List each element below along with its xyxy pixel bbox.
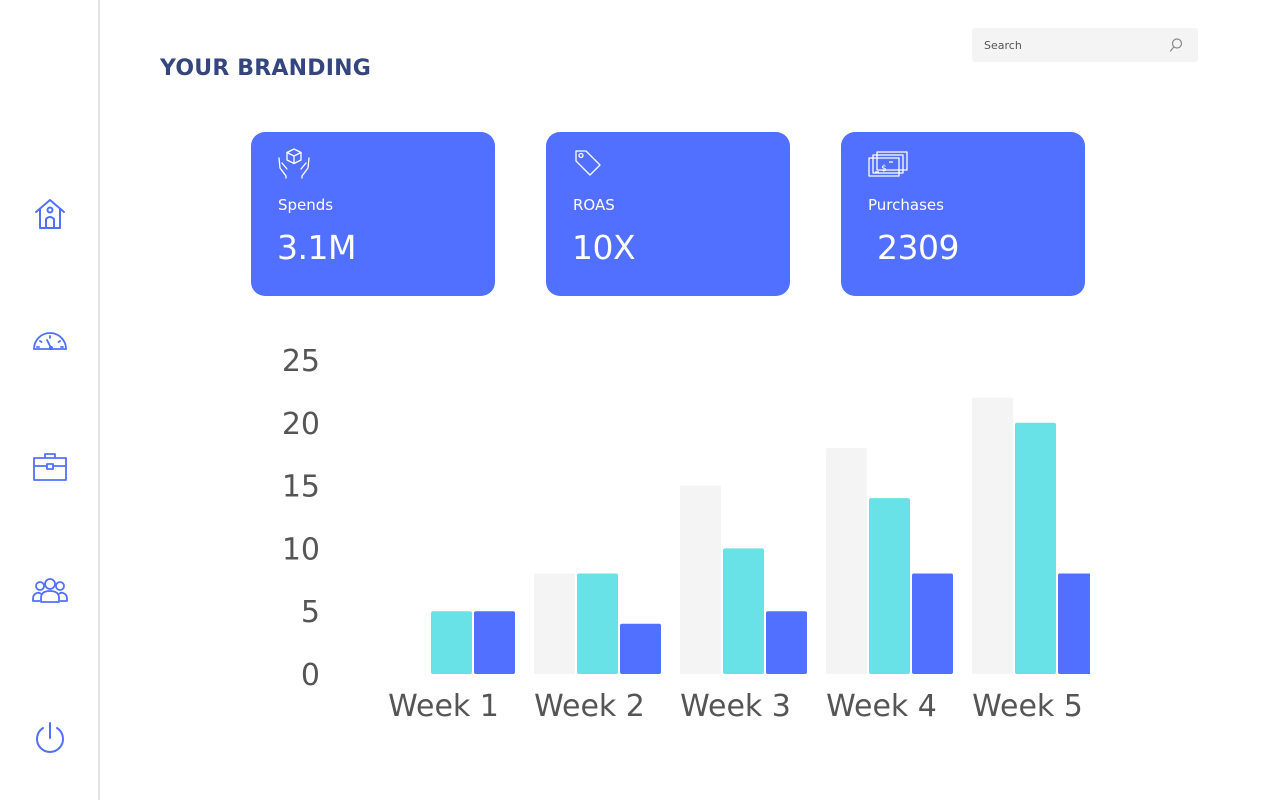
y-tick-label: 20 xyxy=(282,407,320,442)
sidebar xyxy=(0,0,100,800)
y-tick-label: 5 xyxy=(301,595,320,630)
y-tick-label: 10 xyxy=(282,532,320,567)
roas-value: 10X xyxy=(572,228,636,267)
home-icon xyxy=(35,199,65,229)
bar xyxy=(723,548,764,674)
page-title: YOUR BRANDING xyxy=(160,56,371,81)
sidebar-item-users[interactable] xyxy=(30,570,70,610)
x-tick-label: Week 3 xyxy=(680,689,791,724)
bar xyxy=(869,498,910,674)
bar-chart-svg: 0 5 10 15 20 25 Week 1 Week 2 Week 3 Week 4 Week 5 xyxy=(282,344,1099,724)
spends-value: 3.1M xyxy=(277,228,356,267)
svg-text:$: $ xyxy=(881,164,887,174)
purchases-label: Purchases xyxy=(868,196,944,214)
x-tick-label: Week 4 xyxy=(826,689,937,724)
bar xyxy=(1058,573,1099,674)
sidebar-item-portfolio[interactable] xyxy=(30,446,70,486)
box-in-hands-icon xyxy=(278,148,310,179)
search-input[interactable] xyxy=(984,38,1164,52)
y-tick-label: 0 xyxy=(301,658,320,693)
sidebar-item-home[interactable] xyxy=(30,194,70,234)
spends-label: Spends xyxy=(278,196,334,214)
y-tick-label: 15 xyxy=(282,470,320,505)
bar xyxy=(680,485,721,674)
bar xyxy=(766,611,807,674)
bar xyxy=(1015,422,1056,674)
roas-label: ROAS xyxy=(573,196,615,214)
spends-card: Spends 3.1M xyxy=(251,132,495,296)
cash-stack-icon: $ xyxy=(868,151,908,177)
bar xyxy=(474,611,515,674)
bar xyxy=(577,573,618,674)
bar xyxy=(534,573,575,674)
search-icon[interactable] xyxy=(1168,37,1184,53)
bar xyxy=(972,397,1013,674)
sidebar-item-dashboard[interactable] xyxy=(30,319,70,359)
bar xyxy=(431,611,472,674)
purchases-value: 2309 xyxy=(867,228,959,267)
users-icon xyxy=(32,578,68,603)
power-icon xyxy=(36,722,64,753)
roas-card: ROAS 10X xyxy=(546,132,790,296)
gauge-icon xyxy=(33,332,67,351)
bar xyxy=(912,573,953,674)
x-tick-label: Week 1 xyxy=(388,689,499,724)
x-tick-label: Week 5 xyxy=(972,689,1083,724)
bar-chart: 0 5 10 15 20 25 Week 1 Week 2 Week 3 Week 4 Week 5 xyxy=(270,330,1099,740)
purchases-card: $ Purchases 2309 xyxy=(841,132,1085,296)
sidebar-item-logout[interactable] xyxy=(30,718,70,758)
price-tag-icon xyxy=(575,150,601,176)
bar xyxy=(826,447,867,674)
briefcase-icon xyxy=(33,453,67,481)
y-tick-label: 25 xyxy=(282,344,320,379)
bar xyxy=(620,623,661,674)
search-bar xyxy=(972,28,1198,62)
x-tick-label: Week 2 xyxy=(534,689,645,724)
